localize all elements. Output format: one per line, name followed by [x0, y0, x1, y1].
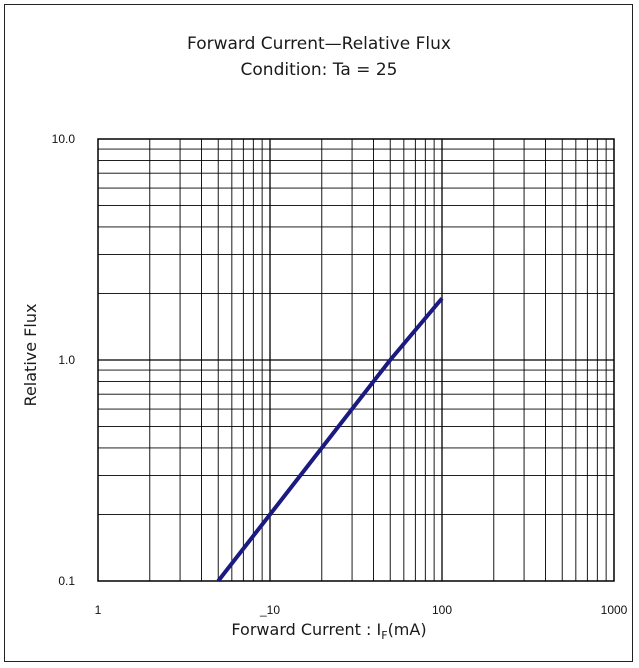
x-tick-label: 100	[432, 603, 452, 617]
chart-frame: Forward Current—Relative Flux Condition:…	[4, 4, 633, 662]
x-tick-label: 1	[95, 603, 102, 617]
series-line-0	[216, 297, 444, 583]
y-tick-label: 10.0	[52, 132, 76, 146]
series-layer	[216, 297, 444, 583]
plot-grid	[98, 139, 614, 581]
x-axis-label-text: Forward Current :	[231, 620, 376, 639]
x-tick-label: _10	[259, 603, 280, 617]
chart-subtitle: Condition: Ta = 25	[241, 60, 398, 80]
x-axis-label-subscript: F	[381, 629, 387, 642]
chart-svg: Forward Current—Relative Flux Condition:…	[21, 34, 628, 642]
x-axis-label: Forward Current : IF(mA)	[231, 620, 426, 642]
x-axis-label-symbol: I	[377, 620, 382, 639]
y-tick-labels: 0.1 1.0 10.0	[52, 132, 76, 588]
x-tick-labels: 1 _10 100 1000	[95, 603, 628, 617]
plot-border	[97, 138, 615, 582]
y-tick-label: 1.0	[58, 353, 75, 367]
x-axis-label-unit: (mA)	[388, 620, 427, 639]
chart-title: Forward Current—Relative Flux	[187, 34, 451, 54]
x-tick-label: 1000	[601, 603, 628, 617]
y-axis-label: Relative Flux	[21, 304, 40, 407]
y-tick-label: 0.1	[58, 574, 75, 588]
